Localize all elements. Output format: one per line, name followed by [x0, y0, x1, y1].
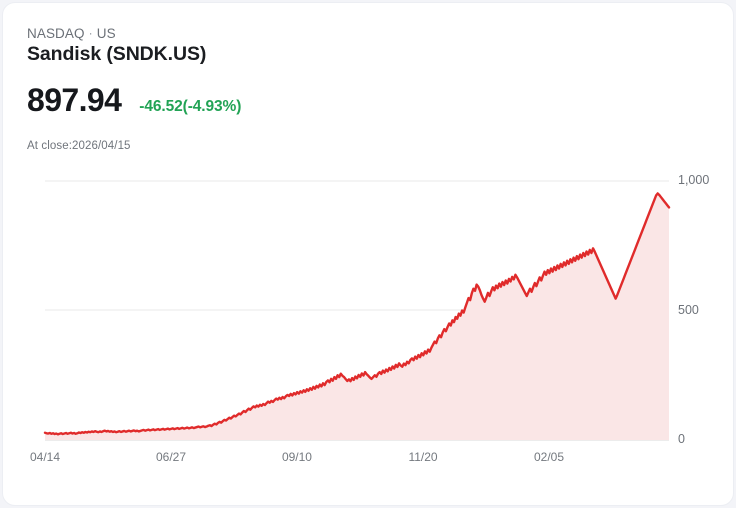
market-status: At close:2026/04/15 [27, 140, 131, 152]
region-code: US [96, 26, 116, 41]
x-tick-label: 04/14 [29, 450, 61, 464]
price-chart[interactable]: 0 500 1,000 04/14 06/27 09/10 11/20 02/05 [3, 163, 733, 483]
x-tick-label: 02/05 [533, 450, 565, 464]
exchange-region-line: NASDAQ · US [27, 26, 116, 41]
exchange-name: NASDAQ [27, 26, 85, 41]
price-chart-svg [43, 180, 671, 441]
x-tick-label: 06/27 [155, 450, 186, 464]
chart-line [43, 192, 671, 436]
x-axis: 04/14 06/27 09/10 11/20 02/05 [3, 450, 733, 470]
x-tick-label: 09/10 [281, 450, 312, 464]
x-tick-label: 11/20 [408, 450, 438, 464]
exchange-separator: · [88, 26, 93, 40]
price-row: 897.94 -46.52(-4.93%) [27, 84, 241, 116]
page-title: Sandisk (SNDK.US) [27, 43, 207, 65]
price-change: -46.52(-4.93%) [139, 98, 242, 115]
last-price: 897.94 [27, 82, 122, 118]
chart-area-fill [45, 193, 669, 440]
